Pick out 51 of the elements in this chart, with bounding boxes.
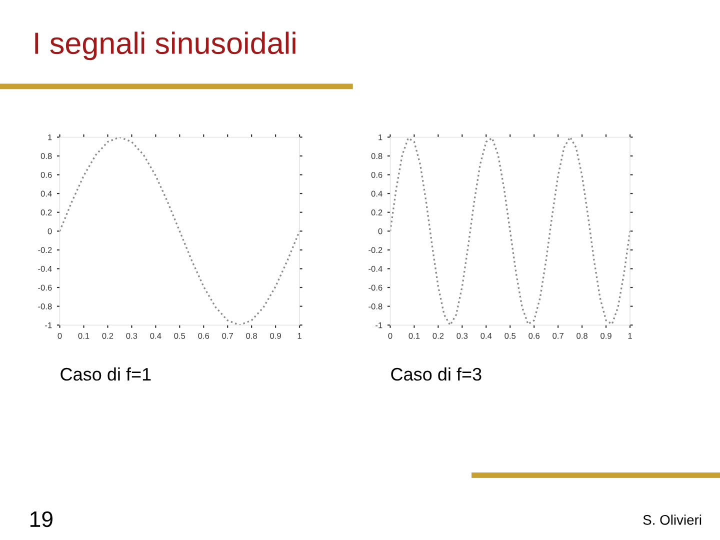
x-tick-label: 0: [388, 332, 392, 339]
x-tick-label: 0: [58, 332, 62, 339]
line-series: [60, 137, 300, 326]
y-tick-label: -0.2: [368, 247, 382, 254]
x-tick-label: 0.5: [174, 332, 186, 339]
y-tick-label: -0.6: [368, 284, 382, 291]
x-tick-label: 0.1: [78, 332, 90, 339]
y-tick-label: 0.6: [40, 172, 52, 178]
y-tick-label: 0.2: [371, 210, 382, 216]
y-tick-label: -1: [45, 322, 52, 328]
text: 19: [30, 511, 52, 528]
y-tick-label: 0.4: [371, 190, 382, 197]
x-tick-label: 0.3: [126, 332, 138, 339]
chart-title: I segnali sinusoidali: [35, 32, 296, 60]
x-tick-label: 1: [298, 333, 302, 339]
x-axis-title: Caso di f=3: [391, 367, 482, 381]
x-axis-title: Caso di f=1: [60, 367, 151, 381]
x-tick-label: 0.1: [408, 332, 420, 339]
y-tick-label: -1: [376, 322, 382, 328]
x-tick-label: 0.6: [198, 332, 210, 339]
x-tick-label: 0.2: [432, 332, 444, 339]
x-tick-label: 0.8: [576, 332, 588, 339]
y-tick-label: 0.6: [371, 172, 382, 178]
y-tick-label: -0.4: [38, 266, 52, 272]
y-tick-label: 0.8: [40, 153, 52, 160]
y-tick-label: -0.8: [368, 303, 382, 310]
y-tick-label: 1: [48, 134, 52, 140]
x-tick-label: 0.8: [246, 332, 257, 339]
x-tick-label: 0.5: [504, 332, 516, 339]
x-tick-label: 0.6: [528, 332, 540, 339]
x-tick-label: 0.4: [150, 332, 162, 339]
y-tick-label: 0.2: [40, 210, 52, 216]
x-tick-label: 0.2: [102, 332, 114, 339]
y-tick-label: 1: [378, 134, 382, 140]
x-tick-label: 1: [628, 333, 632, 339]
y-tick-label: -0.2: [38, 247, 52, 254]
x-tick-label: 0.7: [552, 332, 564, 339]
y-tick-label: -0.6: [38, 284, 52, 291]
y-tick-label: -0.8: [38, 303, 52, 310]
y-tick-label: 0: [378, 228, 382, 234]
y-tick-label: 0.8: [371, 153, 382, 160]
text: S. Olivieri: [643, 514, 702, 525]
x-tick-label: 0.9: [600, 332, 612, 339]
x-tick-label: 0.7: [222, 332, 233, 339]
x-tick-label: 0.9: [270, 332, 281, 339]
line-series: [390, 137, 630, 326]
x-tick-label: 0.4: [480, 332, 492, 339]
y-tick-label: -0.4: [368, 266, 382, 272]
y-tick-label: 0.4: [40, 190, 52, 197]
x-tick-label: 0.3: [456, 332, 468, 339]
y-tick-label: 0: [48, 228, 52, 234]
